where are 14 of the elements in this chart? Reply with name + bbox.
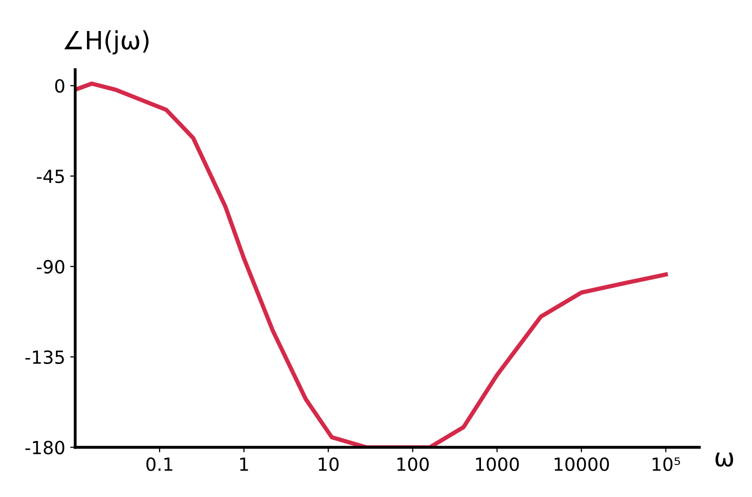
y-tick-label: -45 <box>36 170 64 184</box>
x-tick-label: 100 <box>397 457 429 471</box>
y-tick-label: -180 <box>25 440 64 454</box>
x-tick-label: 10000 <box>554 457 609 471</box>
y-axis-title: ∠H(jω) <box>64 30 149 54</box>
x-tick-label: 10 <box>318 457 339 471</box>
y-tick-label: -135 <box>25 350 64 364</box>
x-tick-label: 0.1 <box>146 457 172 471</box>
y-tick-label: 0 <box>55 79 64 93</box>
x-axis-title: ω <box>716 452 734 467</box>
y-tick-label: -90 <box>36 260 64 274</box>
x-tick-label: 10⁵ <box>652 457 680 471</box>
x-tick-label: 1000 <box>476 457 519 471</box>
x-tick-label: 1 <box>240 458 248 471</box>
